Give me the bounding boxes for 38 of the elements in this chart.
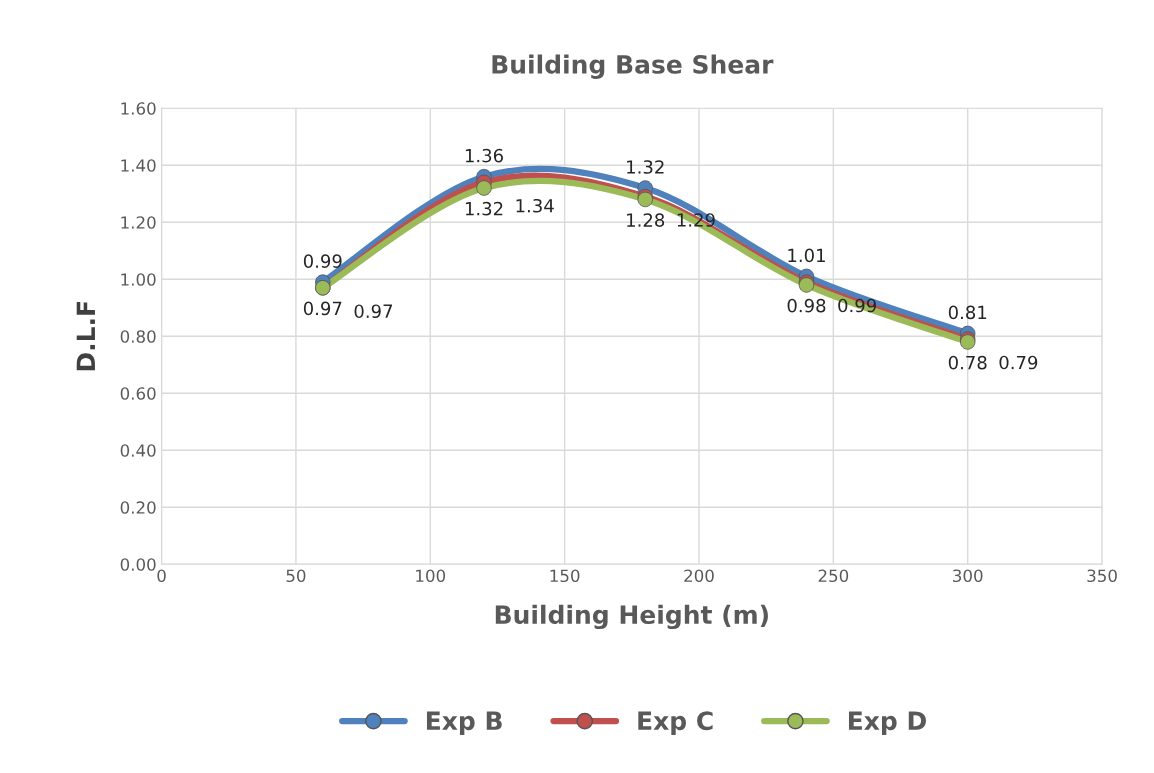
- data-label: 1.32: [465, 201, 503, 216]
- data-label: 1.36: [465, 148, 503, 163]
- data-label: 0.79: [999, 355, 1038, 370]
- data-label: 1.29: [677, 213, 715, 227]
- data-label: 0.78: [948, 355, 987, 370]
- x-tick-label: 100: [416, 569, 446, 583]
- x-tick-label: 350: [1087, 569, 1117, 583]
- data-label: 0.98: [787, 298, 826, 313]
- legend-label: Exp B: [426, 711, 502, 736]
- y-tick-label: 1.40: [121, 159, 156, 172]
- legend-label: Exp C: [638, 711, 713, 736]
- x-tick-label: 200: [684, 569, 714, 583]
- data-label: 1.32: [627, 160, 664, 174]
- y-axis-title: D.L.F: [76, 301, 95, 371]
- x-tick-label: 150: [550, 569, 580, 583]
- data-label: 0.81: [948, 305, 987, 320]
- data-label: 1.28: [627, 213, 665, 227]
- y-tick-label: 1.60: [121, 102, 156, 115]
- y-tick-label: 0.20: [120, 501, 156, 514]
- data-label: 0.99: [303, 254, 342, 268]
- x-tick-label: 50: [286, 569, 306, 583]
- data-label: 0.97: [303, 301, 342, 316]
- y-tick-label: 0.40: [120, 444, 156, 457]
- x-axis-title: Building Height (m): [495, 604, 768, 630]
- x-tick-label: 250: [818, 569, 849, 583]
- y-tick-label: 0.00: [120, 558, 156, 571]
- data-label: 1.34: [516, 198, 554, 213]
- legend-label: Exp D: [848, 711, 926, 736]
- y-tick-label: 0.80: [120, 330, 156, 343]
- x-tick-label: 0: [157, 569, 166, 583]
- y-tick-label: 0.60: [120, 387, 156, 400]
- y-tick-label: 1.20: [121, 216, 156, 229]
- chart-title: Building Base Shear: [492, 54, 774, 79]
- data-label: 0.97: [354, 304, 392, 319]
- data-label: 1.01: [788, 248, 825, 263]
- y-tick-label: 1.00: [121, 273, 156, 286]
- data-label: 0.99: [838, 298, 876, 313]
- x-tick-label: 300: [953, 569, 983, 583]
